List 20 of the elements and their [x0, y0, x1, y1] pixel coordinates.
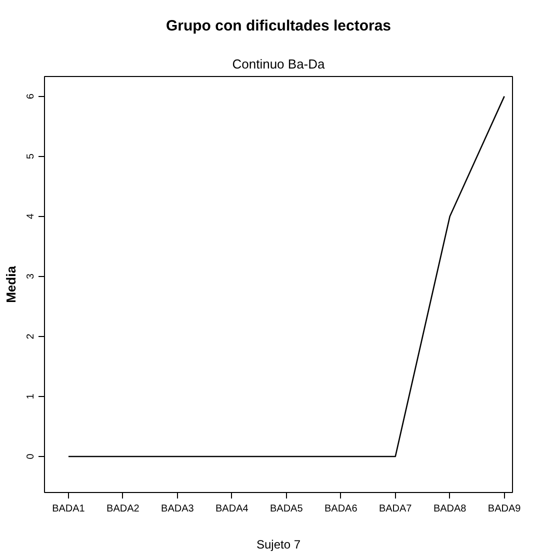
y-tick-label: 6 [26, 93, 36, 100]
x-tick-label: BADA5 [270, 504, 304, 514]
x-tick-label: BADA1 [52, 504, 86, 514]
x-tick-label: BADA8 [433, 504, 467, 514]
x-tick-label: BADA4 [216, 504, 249, 514]
x-tick-label: BADA7 [378, 504, 412, 514]
x-tick-label: BADA6 [324, 504, 358, 514]
x-axis-title: Sujeto 7 [256, 538, 301, 552]
y-tick-label: 1 [26, 393, 36, 400]
y-tick-label: 4 [26, 213, 36, 220]
y-tick-label: 3 [26, 273, 36, 280]
x-tick-label: BADA9 [488, 504, 522, 514]
chart-title: Grupo con dificultades lectoras [166, 18, 392, 34]
y-axis-title: Media [4, 265, 18, 303]
y-tick-label: 2 [26, 333, 36, 340]
x-tick-label: BADA2 [106, 504, 140, 514]
x-tick-label: BADA3 [161, 504, 194, 514]
y-tick-label: 0 [26, 453, 36, 460]
chart-subtitle: Continuo Ba-Da [232, 56, 326, 72]
y-tick-label: 5 [26, 153, 36, 160]
